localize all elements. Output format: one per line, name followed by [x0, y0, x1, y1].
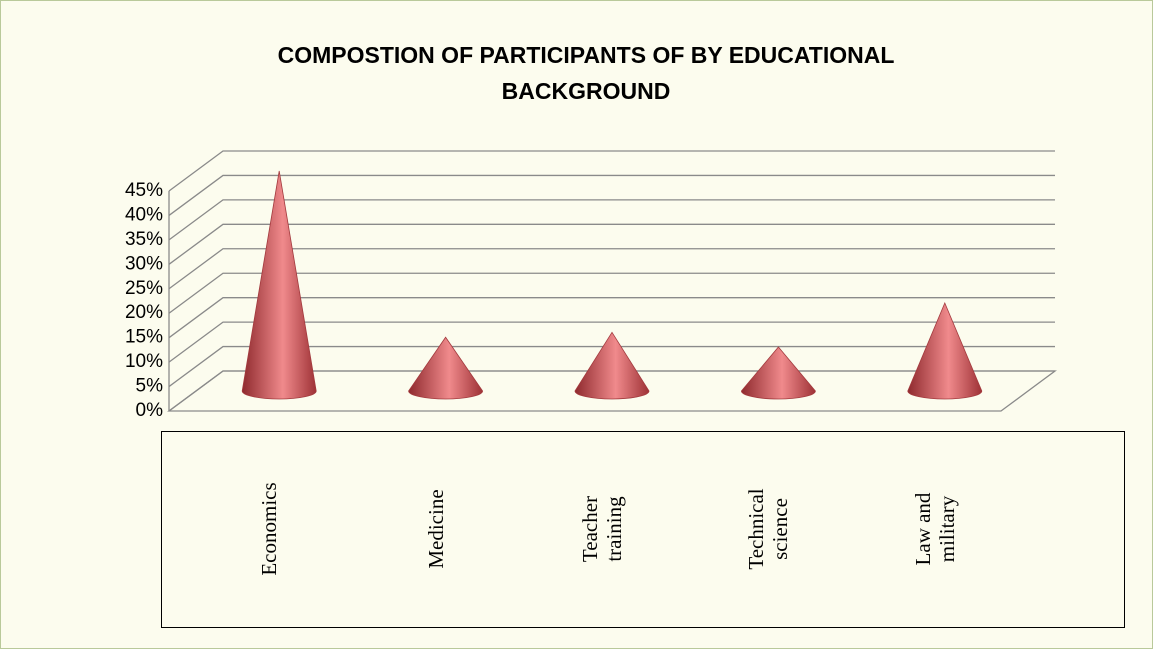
y-tick-label: 25% [125, 278, 163, 299]
y-tick-label: 5% [136, 376, 164, 397]
cone [740, 346, 816, 400]
y-tick-label: 0% [136, 400, 164, 421]
y-tick-label: 35% [125, 229, 163, 250]
x-tick-label: Teacher training [578, 495, 626, 563]
category-box [161, 431, 1125, 628]
grid-line [168, 272, 1055, 314]
grid-line [168, 223, 1055, 265]
grid-line [168, 345, 1055, 388]
grid-line [168, 321, 1055, 363]
x-tick-label: Law and military [910, 492, 959, 566]
cone [907, 301, 983, 400]
y-tick-label: 30% [125, 253, 163, 274]
chart-title: COMPOSTION OF PARTICIPANTS OF BY EDUCATI… [277, 42, 895, 104]
y-tick-label: 10% [125, 351, 163, 372]
x-tick-label: Technical science [744, 488, 793, 570]
cone [408, 336, 484, 400]
grid-line [168, 297, 1055, 339]
grid-line [168, 248, 1055, 290]
x-tick-label: Economics [257, 482, 282, 576]
x-tick-label: Medicine [423, 489, 448, 569]
y-tick-label: 20% [125, 302, 163, 323]
grid-line [168, 150, 1055, 192]
y-tick-label: 15% [125, 327, 163, 348]
y-tick-label: 40% [125, 204, 163, 225]
cone [241, 170, 317, 400]
grid-line [168, 199, 1055, 241]
cone [574, 331, 650, 400]
grid-line [168, 174, 1055, 216]
y-tick-label: 45% [125, 180, 163, 201]
